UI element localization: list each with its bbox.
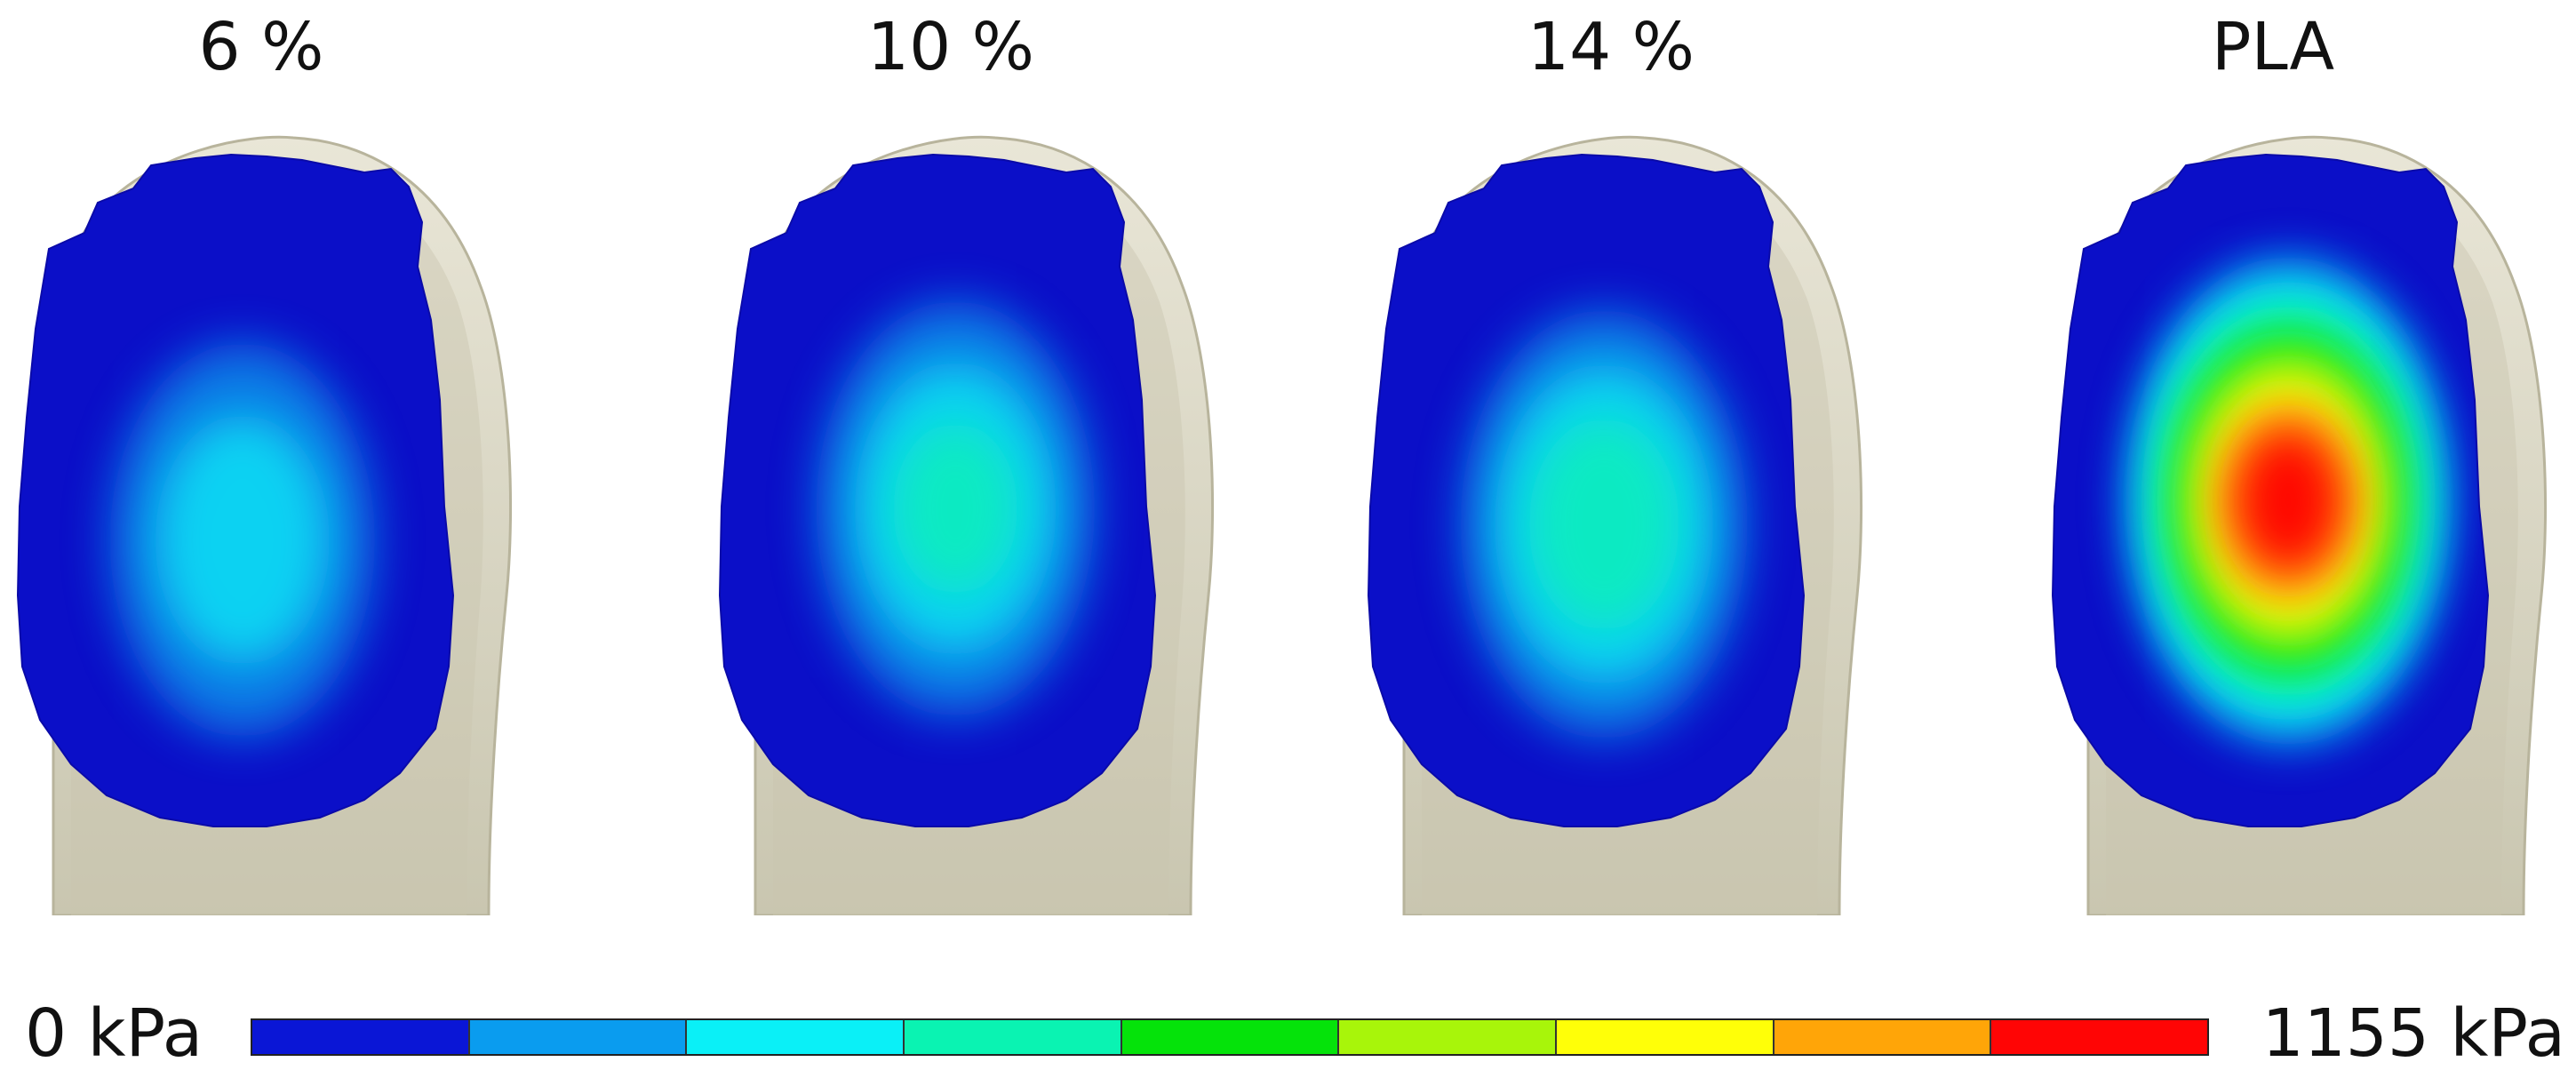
pressure-contour-8 (2233, 427, 2343, 575)
scale-min-label: 0 kPa (25, 995, 203, 1072)
contact-area-outline (718, 153, 1157, 827)
pressure-map-panel-3 (1351, 133, 1902, 917)
contact-area-outline (2051, 153, 2490, 827)
contact-area-outline (1367, 153, 1806, 827)
panel-title-2: 10 % (867, 9, 1034, 85)
color-scale-segment-7 (1557, 1020, 1774, 1054)
scale-max-label: 1155 kPa (2261, 995, 2565, 1072)
color-scale-segment-9 (1991, 1020, 2208, 1054)
panel-title-3: 14 % (1527, 9, 1695, 85)
contact-pressure-field (18, 155, 453, 826)
color-scale-bar (251, 1018, 2209, 1056)
color-scale-segment-1 (252, 1020, 470, 1054)
contact-pressure-field (1368, 155, 1804, 826)
color-scale-segment-3 (687, 1020, 905, 1054)
pressure-map-4 (2051, 135, 2548, 917)
pressure-map-1 (16, 135, 513, 917)
color-scale-segment-8 (1774, 1020, 1992, 1054)
pressure-contour-3 (1528, 418, 1679, 631)
color-scale-segment-6 (1339, 1020, 1558, 1054)
pressure-map-panel-1 (0, 133, 551, 917)
contact-pressure-field (2053, 155, 2488, 826)
color-scale-segment-5 (1121, 1020, 1340, 1054)
pressure-map-panel-2 (702, 133, 1253, 917)
contact-pressure-field (720, 155, 1155, 826)
color-scale-segment-2 (469, 1020, 688, 1054)
pressure-contour-2 (155, 414, 330, 666)
color-scale-segment-4 (905, 1020, 1122, 1054)
pressure-contour-3 (893, 422, 1018, 595)
pressure-map-panel-4 (2035, 133, 2576, 917)
contact-area-outline (16, 153, 455, 827)
panel-title-4: PLA (2211, 9, 2335, 85)
pressure-map-3 (1367, 135, 1863, 917)
panel-title-1: 6 % (198, 9, 324, 85)
pressure-map-2 (718, 135, 1215, 917)
